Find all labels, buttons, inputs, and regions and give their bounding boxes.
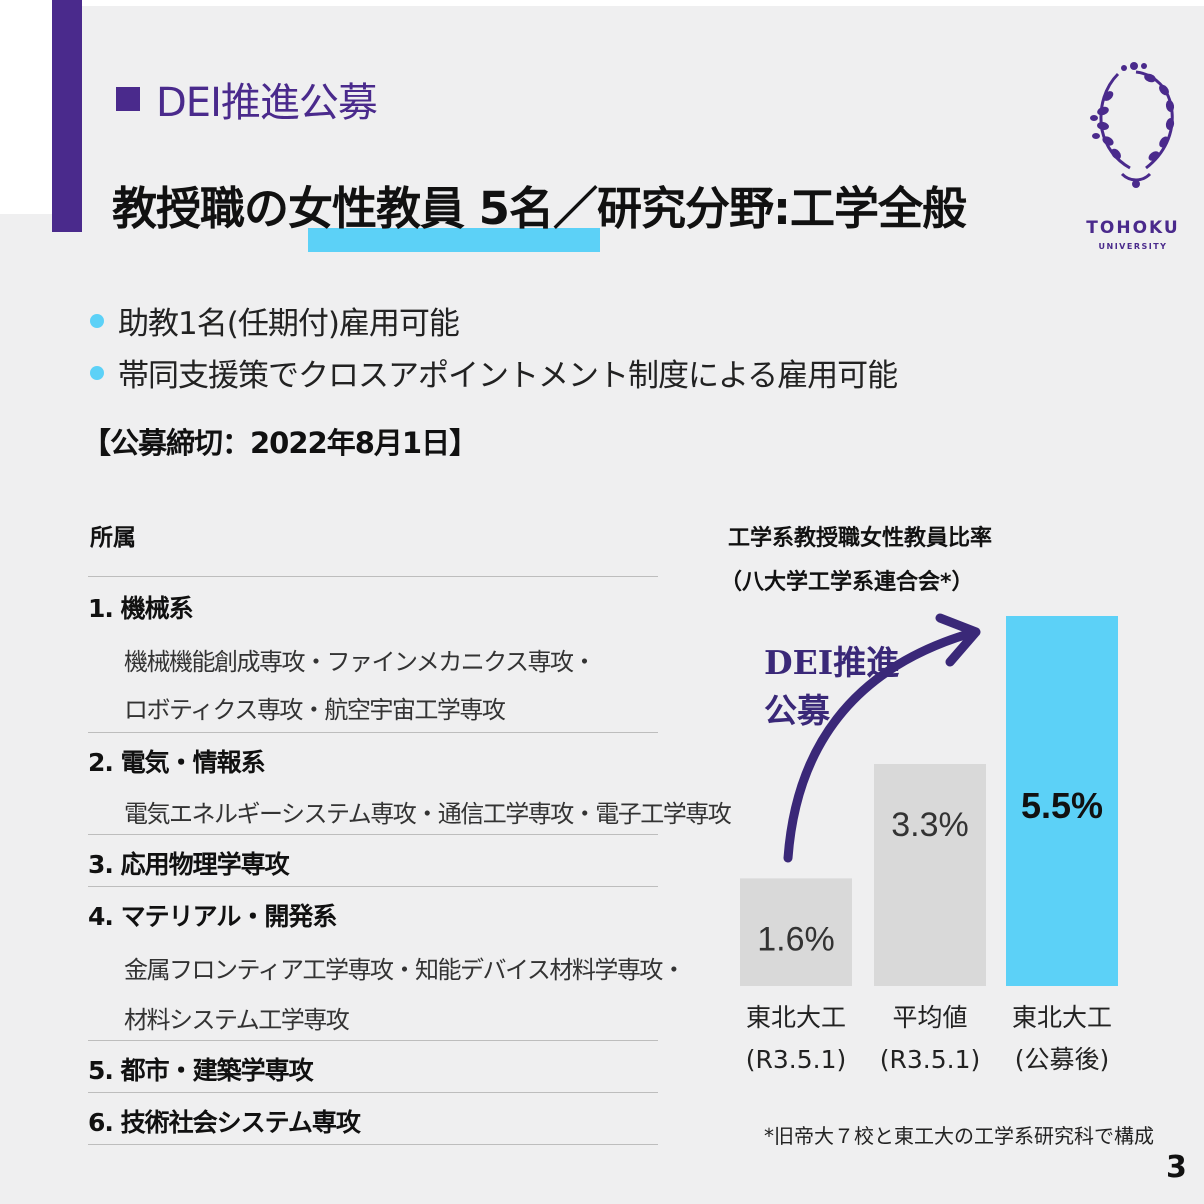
bullet-item: 助教1名(任期付)雇用可能 — [90, 298, 460, 343]
category-label: (R3.5.1) — [880, 1045, 981, 1074]
square-bullet-icon — [116, 87, 140, 111]
accent-bar — [52, 0, 82, 232]
chart-title: 工学系教授職女性教員比率 — [728, 526, 993, 551]
application-deadline: 【公募締切：2022年8月1日】 — [82, 426, 478, 460]
logo-subtitle: UNIVERSITY — [1098, 242, 1168, 251]
affiliation-heading: 所属 — [90, 525, 136, 551]
category-label: (公募後) — [1015, 1045, 1110, 1074]
category-label: 平均値 — [892, 1003, 967, 1032]
dot-bullet-icon — [90, 365, 104, 380]
section-kicker: DEI推進公募 — [116, 70, 378, 128]
bar-value-label: 1.6% — [757, 920, 835, 958]
affiliation-sub: 金属フロンティア工学専攻・知能デバイス材料学専攻・ — [124, 956, 686, 984]
chart-footnote: *旧帝大７校と東工大の工学系研究科で構成 — [764, 1124, 1154, 1148]
arrow-layer — [783, 613, 981, 863]
divider — [88, 1144, 658, 1145]
page-title: 教授職の女性教員 5名／研究分野:工学全般 — [112, 182, 967, 235]
affiliation-item: 1. 機械系 — [88, 594, 194, 623]
logo-wordmark: TOHOKU — [1086, 218, 1180, 238]
bar-value-label: 3.3% — [891, 806, 969, 844]
affiliation-sub: 材料システム工学専攻 — [124, 1006, 350, 1034]
headline-highlight — [308, 228, 600, 252]
headline-block: 教授職の女性教員 5名／研究分野:工学全般 — [112, 172, 967, 252]
divider — [88, 1092, 658, 1093]
dot-bullet-icon — [90, 313, 104, 328]
affiliation-item: 3. 応用物理学専攻 — [88, 850, 290, 879]
annotation-line2: 公募 — [764, 691, 831, 730]
category-label: 東北大工 — [746, 1003, 846, 1032]
divider — [88, 834, 658, 835]
page-number: 3 — [1166, 1150, 1187, 1185]
affiliation-item: 4. マテリアル・開発系 — [88, 902, 337, 931]
affiliation-sub: 電気エネルギーシステム専攻・通信工学専攻・電子工学専攻 — [124, 800, 732, 828]
divider — [88, 732, 658, 733]
affiliation-sub: 機械機能創成専攻・ファインメカニクス専攻・ — [124, 648, 597, 676]
bars-layer: 1.6% 東北大工 (R3.5.1) 3.3% 平均値 (R3.5.1) 5.5% 東北大工 (… — [740, 616, 1118, 1074]
affiliation-item: 2. 電気・情報系 — [88, 748, 266, 777]
affiliation-sub: ロボティクス専攻・航空宇宙工学専攻 — [124, 696, 506, 724]
divider — [88, 886, 658, 887]
university-logo: TOHOKU UNIVERSITY — [1078, 56, 1188, 256]
category-label: (R3.5.1) — [746, 1045, 847, 1074]
bar-value-label: 5.5% — [1021, 785, 1103, 826]
affiliation-item: 6. 技術社会システム専攻 — [88, 1108, 361, 1137]
divider — [88, 576, 658, 577]
bar-1 — [740, 878, 852, 986]
bullet-text: 助教1名(任期付)雇用可能 — [118, 306, 460, 342]
bar-3 — [1006, 616, 1118, 986]
bullet-text: 帯同支援策でクロスアポイントメント制度による雇用可能 — [118, 358, 898, 394]
ratio-bar-chart: 1.6% 東北大工 (R3.5.1) 3.3% 平均値 (R3.5.1) 5.5% 東北大工 (… — [740, 613, 1118, 1074]
growth-arrow — [783, 629, 973, 863]
category-label: 東北大工 — [1012, 1003, 1112, 1032]
annotation-line1: DEI推進 — [764, 643, 899, 682]
kicker-text: DEI推進公募 — [156, 80, 378, 126]
content-panel — [0, 6, 1204, 1204]
bar-2 — [874, 764, 986, 986]
laurel-emblem-icon — [1090, 62, 1175, 188]
arrow-head-icon — [935, 613, 981, 667]
bullet-item: 帯同支援策でクロスアポイントメント制度による雇用可能 — [90, 350, 898, 395]
chart-subtitle: （八大学工学系連合会*） — [720, 570, 974, 595]
divider — [88, 1040, 658, 1041]
affiliation-item: 5. 都市・建築学専攻 — [88, 1056, 314, 1085]
